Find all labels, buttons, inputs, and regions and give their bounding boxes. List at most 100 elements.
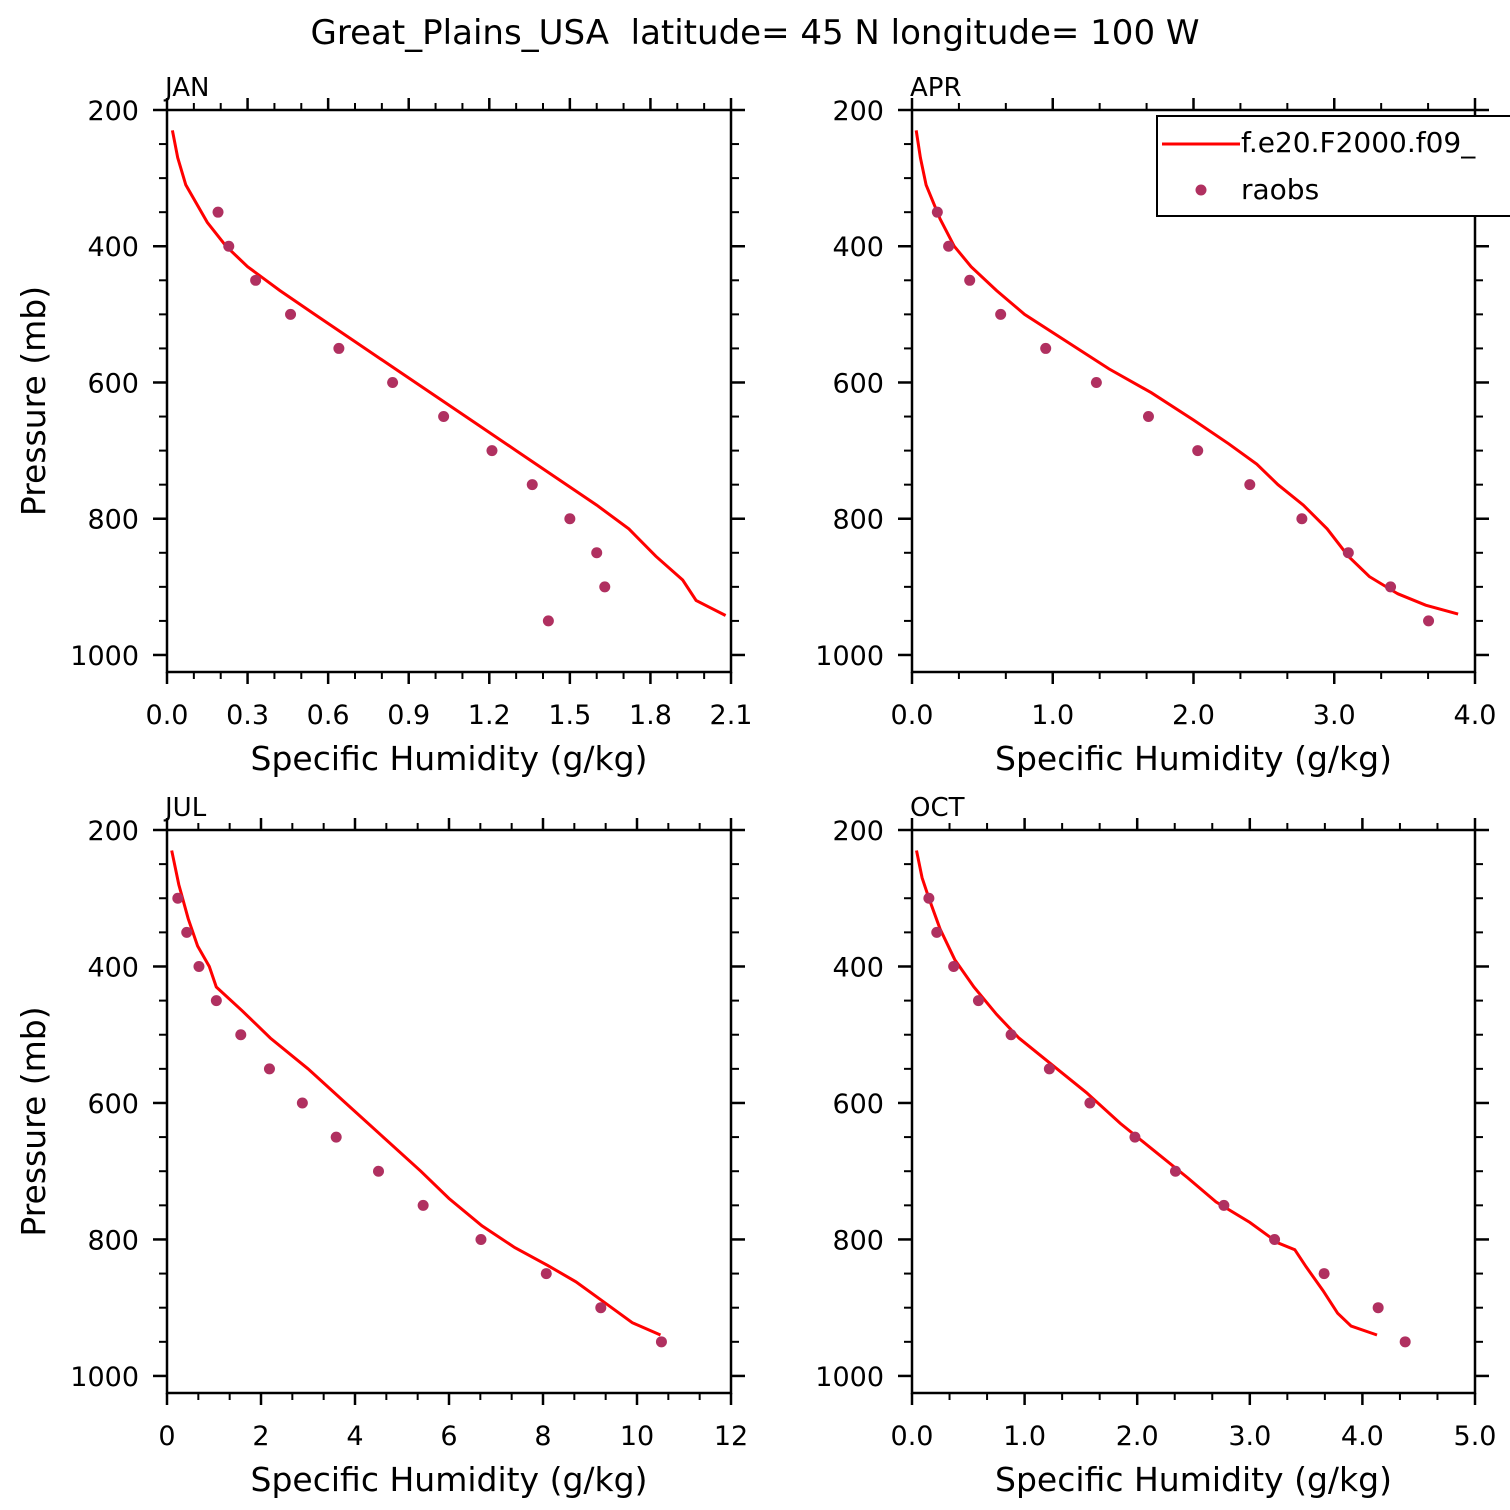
raobs-point [1244, 479, 1256, 491]
x-tick-label: 4 [346, 1421, 363, 1452]
y-tick-label: 400 [832, 232, 884, 263]
raobs-point [1043, 1063, 1055, 1075]
raobs-point [931, 206, 943, 218]
data-layer [915, 850, 1411, 1348]
x-tick-label: 1.5 [548, 700, 591, 731]
x-axis-label: Specific Humidity (g/kg) [251, 1460, 648, 1499]
raobs-point [1385, 581, 1397, 593]
x-tick-label: 8 [534, 1421, 551, 1452]
y-tick-label: 600 [87, 1089, 139, 1120]
raobs-point [995, 308, 1007, 320]
raobs-point [330, 1131, 342, 1143]
raobs-point [1192, 445, 1204, 457]
raobs-point [181, 926, 193, 938]
legend: f.e20.F2000.f09_raobs [1156, 115, 1510, 217]
raobs-point [417, 1199, 429, 1211]
panel-jul: JUL 0 2 4 6 8 10 12 200 400 600 800 1000 Specific Hum… [14, 793, 748, 1499]
raobs-point [923, 892, 935, 904]
raobs-point [1084, 1097, 1096, 1109]
y-tick-label: 200 [832, 96, 884, 127]
y-tick-label: 1000 [70, 1362, 139, 1393]
raobs-point [1399, 1336, 1411, 1348]
data-layer [170, 850, 667, 1348]
x-tick-label: 4.0 [1454, 700, 1497, 731]
y-tick-label: 600 [832, 1089, 884, 1120]
x-tick-label: 3.0 [1228, 1421, 1271, 1452]
x-tick-label: 3.0 [1313, 700, 1356, 731]
y-tick-label: 1000 [70, 641, 139, 672]
raobs-point [599, 581, 611, 593]
figure-title: Great_Plains_USA latitude= 45 N longitud… [311, 13, 1200, 53]
raobs-point [486, 445, 498, 457]
panel-label: APR [910, 73, 962, 103]
raobs-point [931, 926, 943, 938]
y-tick-label: 400 [87, 952, 139, 983]
x-tick-label: 2.1 [710, 700, 753, 731]
y-tick-label: 1000 [815, 641, 884, 672]
plot-frame [165, 828, 733, 1395]
legend-obs-label: raobs [1241, 173, 1319, 206]
x-tick-label: 0 [158, 1421, 175, 1452]
plot-frame [165, 108, 733, 674]
raobs-point [526, 479, 538, 491]
model-line [170, 850, 662, 1337]
raobs-point [250, 274, 262, 286]
panel-label: JAN [163, 73, 209, 103]
x-tick-label: 0.3 [226, 700, 269, 731]
y-tick-label: 800 [87, 505, 139, 536]
panel-label: OCT [910, 793, 965, 823]
raobs-point [1372, 1302, 1384, 1314]
x-axis-label: Specific Humidity (g/kg) [995, 739, 1392, 778]
x-tick-label: 0.9 [387, 700, 430, 731]
panel-apr: APR 0.0 1.0 2.0 3.0 4.0 200 400 600 800 1000 Specif… [815, 73, 1496, 778]
raobs-point [540, 1268, 552, 1280]
y-tick-label: 600 [832, 368, 884, 399]
raobs-point [1040, 342, 1052, 354]
y-axis-label: Pressure (mb) [14, 1006, 53, 1236]
raobs-point [595, 1302, 607, 1314]
y-tick-label: 200 [87, 816, 139, 847]
y-tick-label: 800 [87, 1225, 139, 1256]
x-tick-label: 1.0 [1031, 700, 1074, 731]
raobs-point [1296, 513, 1308, 525]
raobs-point [212, 206, 224, 218]
y-axis-label: Pressure (mb) [14, 286, 53, 516]
plot-frame [910, 828, 1477, 1395]
x-tick-label: 2 [252, 1421, 269, 1452]
data-layer [914, 130, 1459, 627]
x-tick-label: 1.8 [629, 700, 672, 731]
raobs-point [1142, 411, 1154, 423]
panel-label: JUL [163, 793, 207, 823]
raobs-point [285, 308, 297, 320]
x-tick-label: 4.0 [1341, 1421, 1384, 1452]
legend-model-label: f.e20.F2000.f09_ [1241, 126, 1476, 159]
raobs-point [655, 1336, 667, 1348]
raobs-point [1129, 1131, 1141, 1143]
data-layer [170, 130, 727, 627]
raobs-point [235, 1029, 247, 1041]
raobs-point [1423, 615, 1435, 627]
raobs-point [542, 615, 554, 627]
y-tick-label: 400 [832, 952, 884, 983]
raobs-point [210, 995, 222, 1007]
raobs-point [438, 411, 450, 423]
raobs-point [333, 342, 345, 354]
raobs-point [387, 376, 399, 388]
raobs-point [964, 274, 976, 286]
x-tick-label: 2.0 [1116, 1421, 1159, 1452]
raobs-point [948, 960, 960, 972]
x-tick-label: 10 [620, 1421, 654, 1452]
x-tick-label: 0.0 [891, 1421, 934, 1452]
panel-oct: OCT 0.0 1.0 2.0 3.0 4.0 5.0 200 400 600 800 1000 Spe… [815, 793, 1496, 1499]
x-tick-label: 6 [440, 1421, 457, 1452]
raobs-point [263, 1063, 275, 1075]
panels: JAN 0.0 0.3 0.6 0.9 1.2 1.5 1.8 2.1 200 400 600 800 1… [14, 73, 1510, 1499]
x-tick-label: 1.2 [468, 700, 511, 731]
y-tick-label: 1000 [815, 1362, 884, 1393]
raobs-point [223, 240, 235, 252]
model-line [170, 130, 727, 617]
x-tick-label: 0.6 [307, 700, 350, 731]
x-tick-label: 5.0 [1454, 1421, 1497, 1452]
x-tick-label: 12 [714, 1421, 748, 1452]
